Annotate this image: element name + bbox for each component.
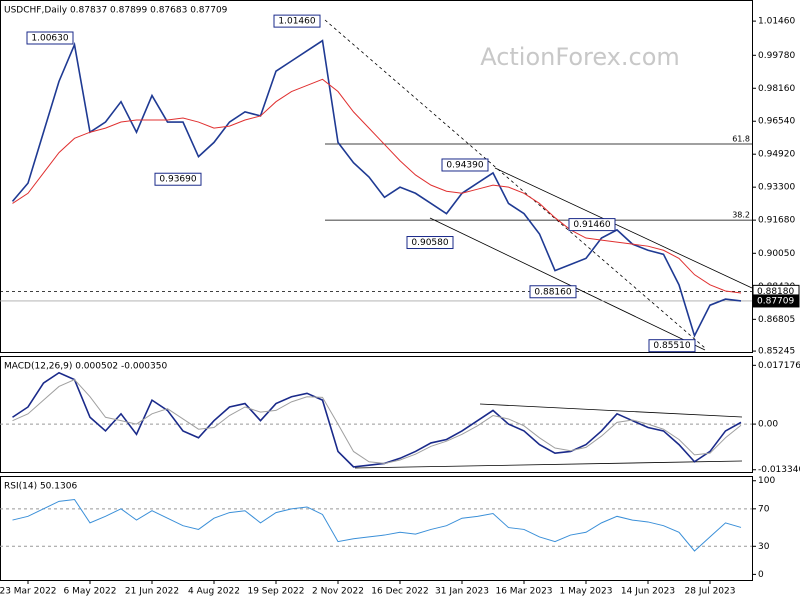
series-line bbox=[12, 78, 742, 294]
y-tick-label: 100 bbox=[758, 476, 775, 486]
y-tick-label: 0.017176 bbox=[758, 361, 800, 371]
x-tick-label: 6 May 2022 bbox=[64, 587, 117, 597]
x-tick-label: 16 Mar 2023 bbox=[495, 587, 552, 597]
macd-header: MACD(12,26,9) 0.000502 -0.000350 bbox=[4, 362, 167, 372]
x-tick-label: 31 Jan 2023 bbox=[435, 587, 489, 597]
x-tick-label: 2 Nov 2022 bbox=[312, 587, 364, 597]
annotation-label: 0.94390 bbox=[446, 160, 483, 170]
y-tick-label: 0.86805 bbox=[758, 315, 795, 325]
annotation-label: 0.90580 bbox=[411, 238, 448, 248]
y-tick-label: 30 bbox=[758, 542, 770, 552]
y-tick-label: -0.013340 bbox=[758, 465, 800, 475]
annotation-box bbox=[26, 31, 74, 45]
y-tick-label: 0.94920 bbox=[758, 150, 795, 160]
rsi-header: RSI(14) 50.1306 bbox=[4, 482, 77, 492]
series-line bbox=[12, 498, 742, 552]
macd-trend-line bbox=[479, 403, 743, 418]
y-tick-label: 0.00 bbox=[758, 420, 778, 430]
fib-label: 61.8 bbox=[732, 135, 750, 144]
annotation-label: 1.00630 bbox=[31, 34, 68, 44]
y-tick-label: 70 bbox=[758, 504, 770, 514]
annotation-label: 0.91460 bbox=[573, 220, 610, 230]
y-tick-label: 0.91680 bbox=[758, 216, 795, 226]
y-tick-label: 0.93300 bbox=[758, 183, 795, 193]
x-tick-label: 28 Jul 2023 bbox=[685, 587, 736, 597]
y-tick-label: 0.98160 bbox=[758, 84, 795, 94]
annotation-box bbox=[441, 158, 489, 172]
annotation-label: 0.93690 bbox=[159, 175, 196, 185]
y-tick-label: 0.90050 bbox=[758, 249, 795, 259]
y-tick-label: 0 bbox=[758, 570, 764, 580]
macd-panel bbox=[0, 356, 753, 473]
annotation-box bbox=[154, 172, 202, 186]
annotation-box bbox=[648, 339, 696, 353]
annotation-label: 1.01460 bbox=[278, 17, 315, 27]
fib-label: 38.2 bbox=[732, 211, 750, 220]
price-box bbox=[752, 294, 800, 308]
x-tick-label: 23 Mar 2022 bbox=[0, 587, 57, 597]
y-tick-label: 1.01460 bbox=[758, 17, 795, 27]
annotation-label: 0.88160 bbox=[534, 287, 571, 297]
series-line bbox=[12, 371, 742, 468]
annotation-box bbox=[529, 285, 577, 299]
rsi-panel bbox=[0, 476, 753, 581]
price-box-label: 0.87709 bbox=[757, 296, 794, 306]
macd-trend-line bbox=[354, 460, 743, 469]
price-header: USDCHF,Daily 0.87837 0.87899 0.87683 0.8… bbox=[4, 6, 228, 16]
x-tick-label: 19 Sep 2022 bbox=[247, 587, 304, 597]
x-tick-label: 1 May 2023 bbox=[560, 587, 613, 597]
series-line bbox=[12, 379, 742, 464]
annotation-box bbox=[273, 14, 321, 28]
price-panel bbox=[0, 0, 753, 353]
x-tick-label: 21 Jun 2022 bbox=[125, 587, 179, 597]
x-tick-label: 14 Jun 2023 bbox=[621, 587, 675, 597]
annotation-box bbox=[568, 218, 616, 232]
x-tick-label: 16 Dec 2022 bbox=[371, 587, 429, 597]
annotation-label: 0.85510 bbox=[653, 341, 690, 351]
channel-line bbox=[429, 217, 706, 351]
y-tick-label: 0.85245 bbox=[758, 347, 795, 357]
channel-line bbox=[494, 167, 753, 289]
series-line bbox=[11, 39, 742, 338]
x-tick-label: 4 Aug 2022 bbox=[188, 587, 240, 597]
price-box-label: 0.88180 bbox=[757, 287, 794, 297]
watermark: ActionForex.com bbox=[480, 43, 680, 71]
annotation-box bbox=[406, 236, 454, 250]
y-tick-label: 0.96540 bbox=[758, 117, 795, 127]
y-tick-label: 0.99780 bbox=[758, 51, 795, 61]
